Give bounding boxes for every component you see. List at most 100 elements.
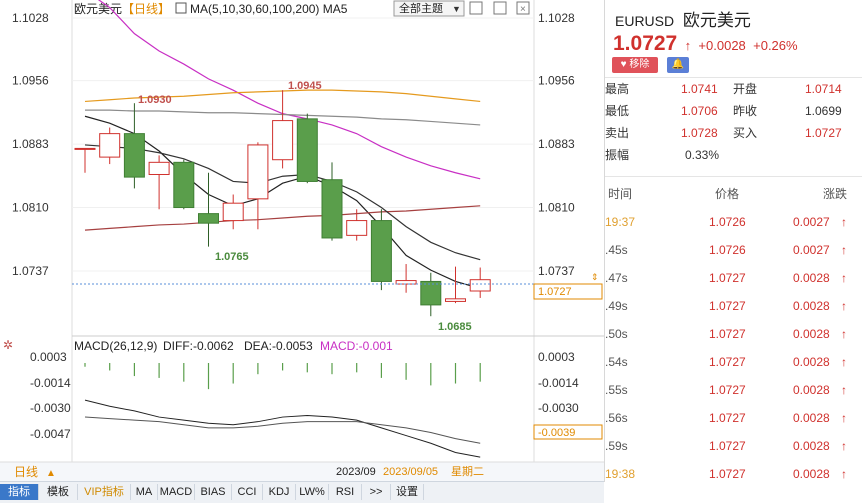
- sell-value: 1.0728: [681, 126, 718, 140]
- trade-time: .47s: [605, 271, 628, 285]
- toolbar-tab[interactable]: RSI: [329, 484, 362, 500]
- theme-select-label: 全部主题: [399, 1, 443, 15]
- candle-body: [395, 280, 417, 285]
- candles: [74, 90, 491, 317]
- kline-chart[interactable]: 欧元美元 【日线】 MA(5,10,30,60,100,200) MA5 全部主…: [0, 0, 604, 482]
- quote-code: EURUSD: [615, 13, 675, 29]
- toolbar-tab[interactable]: BIAS: [195, 484, 232, 500]
- up-arrow-icon: ↑: [841, 215, 847, 229]
- toolbar-tab[interactable]: 指标: [0, 484, 39, 500]
- trade-price: 1.0727: [709, 439, 746, 453]
- macd-tick-label: 0.0003: [30, 350, 67, 364]
- trades-list: 19:37 1.0726 0.0027 ↑ .45s 1.0726 0.0027 ↑ .47s 1…: [605, 208, 862, 488]
- candle-body: [247, 144, 269, 200]
- zoom-in-icon[interactable]: [469, 1, 483, 15]
- trade-price: 1.0727: [709, 355, 746, 369]
- trade-row: .47s 1.0727 0.0028 ↑: [605, 264, 862, 292]
- ma-line-ma5: [84, 115, 481, 289]
- toolbar-tab[interactable]: KDJ: [263, 484, 296, 500]
- high-value: 1.0741: [681, 82, 718, 96]
- candle-body: [370, 220, 392, 282]
- macd-tick-label-right: 0.0003: [538, 350, 575, 364]
- current-price-box: [533, 283, 603, 300]
- toolbar-tab[interactable]: VIP指标: [78, 484, 131, 500]
- price-tick-label: 1.0956: [12, 74, 49, 88]
- price-tick-label: 1.0810: [12, 201, 49, 215]
- ma-toggle-icon[interactable]: [175, 2, 187, 14]
- ma-label: MA(5,10,30,60,100,200) MA5: [190, 2, 348, 16]
- chart-period-tag: 【日线】: [122, 2, 170, 16]
- candle-body: [148, 161, 170, 175]
- low-annotation: 1.0765: [215, 251, 249, 263]
- trade-row: .55s 1.0727 0.0028 ↑: [605, 376, 862, 404]
- toolbar-tab[interactable]: MA: [131, 484, 158, 500]
- up-arrow-icon: ↑: [841, 355, 847, 369]
- toolbar-tab[interactable]: 设置: [391, 484, 424, 500]
- macd-axis: 0.0003 -0.0014 -0.0030 -0.0047 0.0003 -0.0014…: [30, 350, 579, 441]
- up-arrow-icon: ↑: [841, 411, 847, 425]
- toolbar-tab[interactable]: 模板: [39, 484, 78, 500]
- amp-label: 振幅: [605, 148, 630, 162]
- alert-bell-icon[interactable]: 🔔: [667, 57, 689, 73]
- kline-chart-area[interactable]: 欧元美元 【日线】 MA(5,10,30,60,100,200) MA5 全部主…: [0, 0, 605, 482]
- macd-dea-label: DEA:-0.0053: [244, 339, 313, 353]
- macd-tick-label: -0.0014: [30, 376, 71, 390]
- price-marker-icon: ⇕: [591, 272, 599, 282]
- trade-time: .56s: [605, 411, 628, 425]
- trade-time: .59s: [605, 439, 628, 453]
- up-arrow-icon: ↑: [684, 38, 692, 53]
- candle-body: [445, 298, 466, 302]
- period-dropdown-icon[interactable]: ▲: [46, 468, 56, 479]
- svg-text:×: ×: [520, 4, 526, 15]
- trade-price: 1.0727: [709, 327, 746, 341]
- macd-tick-label: -0.0030: [30, 401, 71, 415]
- trade-time: 19:37: [605, 215, 636, 229]
- toolbar-tab[interactable]: MACD: [158, 484, 195, 500]
- up-arrow-icon: ↑: [841, 271, 847, 285]
- macd-settings-icon[interactable]: ✲: [3, 338, 13, 352]
- toolbar-tab[interactable]: LW%: [296, 484, 329, 500]
- trade-change: 0.0028: [793, 355, 830, 369]
- trade-row: .54s 1.0727 0.0028 ↑: [605, 348, 862, 376]
- up-arrow-icon: ↑: [841, 439, 847, 453]
- trade-row: 19:37 1.0726 0.0027 ↑: [605, 208, 862, 236]
- toolbar-tab[interactable]: CCI: [232, 484, 263, 500]
- quote-stats: 最高 1.0741 开盘 1.0714 最低 1.0706 昨收 1.0699 …: [605, 78, 862, 166]
- trade-change: 0.0027: [793, 215, 830, 229]
- candle-body: [222, 202, 244, 222]
- trade-row: .50s 1.0727 0.0028 ↑: [605, 320, 862, 348]
- trade-change: 0.0027: [793, 243, 830, 257]
- quote-price-row: 1.0727 ↑ +0.0028 +0.26%: [613, 32, 798, 56]
- ma-line-ma200: [84, 205, 481, 231]
- price-tick-label-right: 1.0737: [538, 264, 575, 278]
- fullscreen-icon[interactable]: [493, 1, 507, 15]
- candle-body: [173, 161, 195, 209]
- trade-change: 0.0028: [793, 327, 830, 341]
- up-arrow-icon: ↑: [841, 467, 847, 481]
- price-tick-label: 1.0883: [12, 137, 49, 151]
- sell-label: 卖出: [605, 126, 630, 140]
- period-button[interactable]: 日线: [14, 465, 38, 479]
- macd-value-label: MACD:-0.001: [320, 339, 393, 353]
- theme-select[interactable]: [393, 0, 465, 17]
- high-annotation: 1.0945: [288, 80, 322, 92]
- buy-value: 1.0727: [805, 126, 842, 140]
- remove-button[interactable]: ♥ 移除: [612, 57, 658, 73]
- low-value: 1.0706: [681, 104, 718, 118]
- date-month: 2023/09: [336, 466, 376, 478]
- macd-dea-line: [84, 416, 481, 444]
- macd-tick-label: -0.0047: [30, 427, 71, 441]
- trade-change: 0.0028: [793, 271, 830, 285]
- date-full: 2023/09/05: [383, 466, 438, 478]
- chart-name: 欧元美元: [74, 2, 122, 16]
- up-arrow-icon: ↑: [841, 243, 847, 257]
- toolbar-tab[interactable]: >>: [362, 484, 391, 500]
- macd-label: MACD(26,12,9): [74, 339, 157, 353]
- trade-price: 1.0727: [709, 383, 746, 397]
- candle-body: [469, 279, 491, 292]
- close-icon[interactable]: [516, 1, 530, 15]
- price-axis: 1.1028 1.1028 1.0956 1.0956 1.0883 1.0883 1.08…: [12, 11, 575, 278]
- price-tick-label-right: 1.0956: [538, 74, 575, 88]
- macd-tick-label-right: -0.0030: [538, 401, 579, 415]
- candle-body: [198, 213, 219, 224]
